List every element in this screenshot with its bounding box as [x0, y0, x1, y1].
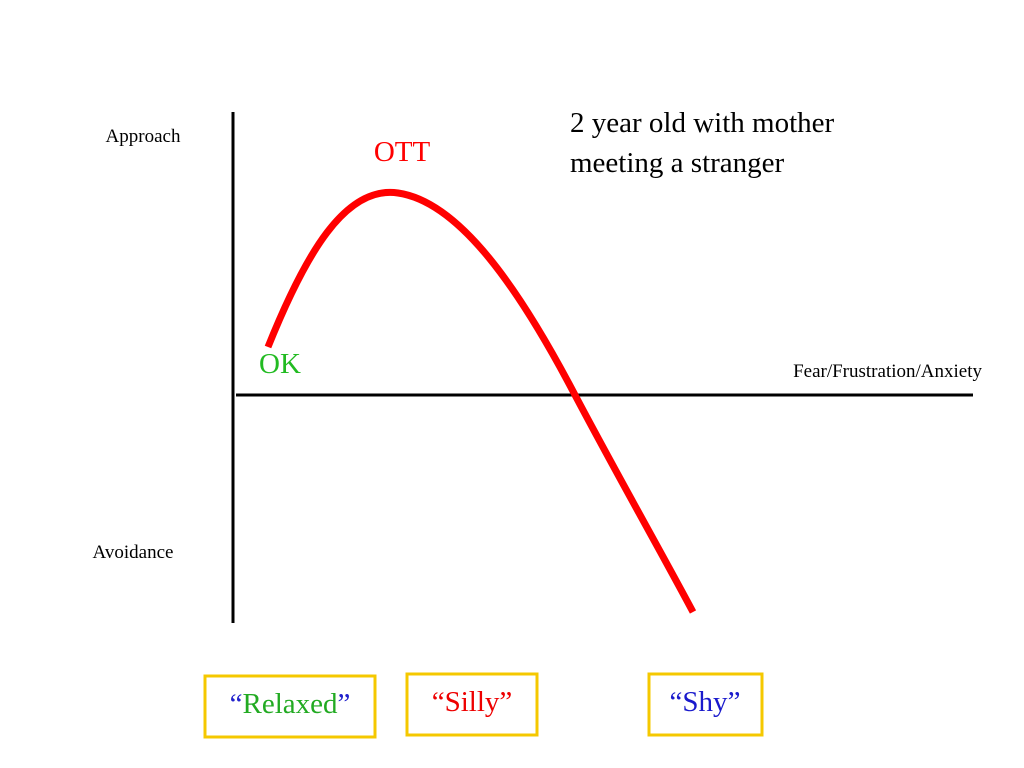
ott-label: OTT: [374, 136, 431, 168]
box-text: “Shy”: [670, 686, 741, 718]
x-axis-label: Fear/Frustration/Anxiety: [793, 361, 982, 382]
quote: ”: [728, 686, 741, 718]
quote: “: [670, 686, 683, 718]
quote: “: [230, 688, 243, 720]
curve: [264, 188, 697, 614]
quote: “: [432, 686, 445, 718]
label-box: [647, 672, 764, 737]
approach-label: Approach: [106, 126, 181, 147]
quote: ”: [338, 688, 351, 720]
avoidance-label: Avoidance: [93, 542, 174, 563]
word: Shy: [682, 686, 728, 718]
word: Silly: [445, 686, 500, 718]
title-line: meeting a stranger: [570, 147, 785, 179]
ok-label: OK: [259, 348, 301, 380]
label-box: [203, 674, 377, 739]
word: Relaxed: [242, 688, 338, 720]
quote: ”: [499, 686, 512, 718]
box-text: “Silly”: [432, 686, 513, 718]
label-box: [405, 672, 539, 737]
title-line: 2 year old with mother: [570, 107, 835, 139]
box-text: “Relaxed”: [230, 688, 351, 720]
